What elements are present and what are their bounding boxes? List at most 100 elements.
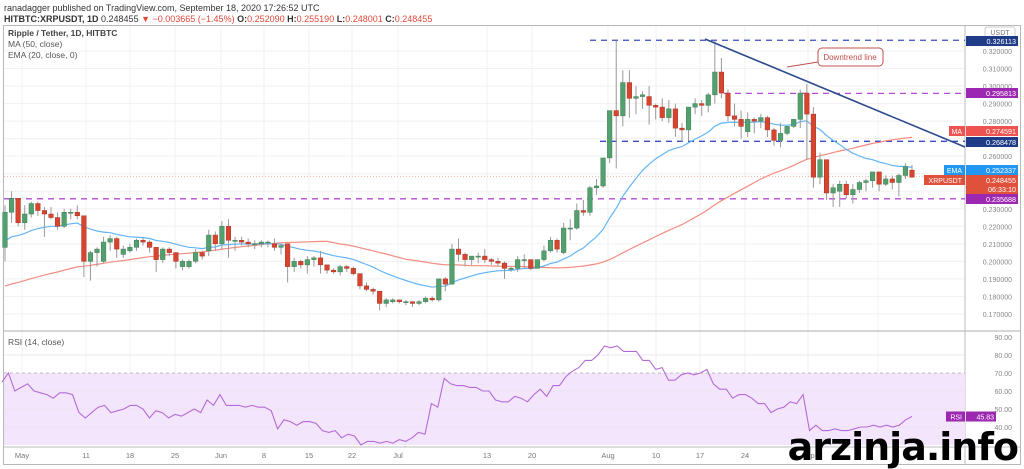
candle <box>593 185 600 188</box>
time-axis-label: 15 <box>305 451 313 460</box>
candle <box>705 94 711 106</box>
candle <box>515 259 521 269</box>
countdown-tag <box>966 184 1018 194</box>
ma-value-text: 0.274591 <box>986 127 1016 136</box>
candle <box>258 241 264 245</box>
annotation-box <box>817 47 884 67</box>
candle <box>265 241 271 244</box>
candle <box>876 171 882 185</box>
downtrend-line <box>704 38 966 148</box>
candle <box>278 245 284 248</box>
rsi-legend: RSI (14, close) <box>8 337 64 348</box>
candle <box>784 126 790 134</box>
high-value: 0.255190 <box>296 14 335 24</box>
candle <box>239 240 245 243</box>
candle <box>193 252 199 262</box>
last-price: 0.248455 <box>101 14 139 24</box>
candle <box>35 203 41 211</box>
level-0295813-text: 0.295813 <box>986 89 1016 98</box>
candle <box>554 240 560 250</box>
candle <box>508 268 514 270</box>
candle <box>396 299 402 302</box>
candle <box>22 213 28 224</box>
annotation-pointer <box>786 61 819 68</box>
candle <box>712 71 718 96</box>
candle <box>817 159 823 178</box>
candle <box>771 129 777 141</box>
candle <box>889 178 895 183</box>
candle <box>567 227 573 230</box>
candle <box>778 133 784 141</box>
legend-ema: EMA (20, close, 0) <box>8 50 78 60</box>
candle <box>653 105 659 108</box>
candle <box>377 290 383 304</box>
time-axis-label: May <box>15 451 29 460</box>
candle <box>199 252 205 257</box>
rsi-line <box>1 345 913 446</box>
candle <box>9 198 15 213</box>
candle <box>285 243 291 267</box>
time-axis-label: 20 <box>528 451 536 460</box>
candle <box>383 299 389 304</box>
candle <box>403 301 409 303</box>
candle <box>587 187 593 213</box>
rsi-prefix-tag <box>946 411 965 422</box>
candle <box>232 240 238 242</box>
price-axis-tick: 0.320000 <box>983 49 1012 56</box>
candle <box>357 273 363 287</box>
ma-value-prefix-tag <box>949 126 965 136</box>
candle <box>363 285 370 290</box>
open-label: O: <box>237 14 248 24</box>
time-axis-label: 17 <box>696 451 704 460</box>
candle <box>166 248 172 253</box>
candle <box>580 210 586 213</box>
candle <box>455 248 462 255</box>
candle <box>41 210 47 215</box>
candle <box>331 269 337 273</box>
candle <box>2 212 8 248</box>
rsi-axis-tick: 40.00 <box>994 425 1012 432</box>
candle <box>436 278 442 301</box>
time-axis-label: Aug <box>601 451 614 460</box>
candle <box>718 71 724 94</box>
candle <box>830 187 836 194</box>
candle <box>429 297 435 301</box>
ma-line <box>4 136 913 287</box>
candle <box>173 252 179 262</box>
time-axis-label: Sep <box>801 451 814 460</box>
candle <box>271 243 278 248</box>
currency-label: USDT <box>990 30 1010 37</box>
candle <box>528 259 534 269</box>
level-0268478-text: 0.268478 <box>986 138 1016 147</box>
level-0326113-text: 0.326113 <box>987 37 1016 46</box>
candle <box>469 255 475 260</box>
candle <box>219 226 225 245</box>
candle <box>245 241 251 245</box>
candle <box>127 247 133 252</box>
time-axis-label: 24 <box>741 451 749 460</box>
ma-value-tag <box>966 126 1018 136</box>
candle <box>475 255 481 258</box>
candle <box>74 212 80 217</box>
candle <box>390 299 396 302</box>
price-axis-tick: 0.200000 <box>983 259 1012 266</box>
candle <box>462 254 468 260</box>
time-axis-label: 11 <box>82 451 90 460</box>
candle <box>324 264 330 271</box>
candle <box>344 266 350 269</box>
time-axis-label: 22 <box>348 451 356 460</box>
rsi-axis-tick: 90.00 <box>994 335 1012 342</box>
legend-title: Ripple / Tether, 1D, HITBTC <box>8 28 118 38</box>
candle <box>61 212 67 227</box>
candle <box>666 108 672 118</box>
candle <box>114 238 120 250</box>
rsi-axis-tick: 50.00 <box>994 407 1012 414</box>
candle <box>620 82 626 117</box>
candle <box>896 175 902 183</box>
candle <box>534 259 540 269</box>
candle <box>423 297 429 302</box>
candle <box>810 113 816 178</box>
candle <box>488 259 494 262</box>
candle <box>304 259 310 266</box>
